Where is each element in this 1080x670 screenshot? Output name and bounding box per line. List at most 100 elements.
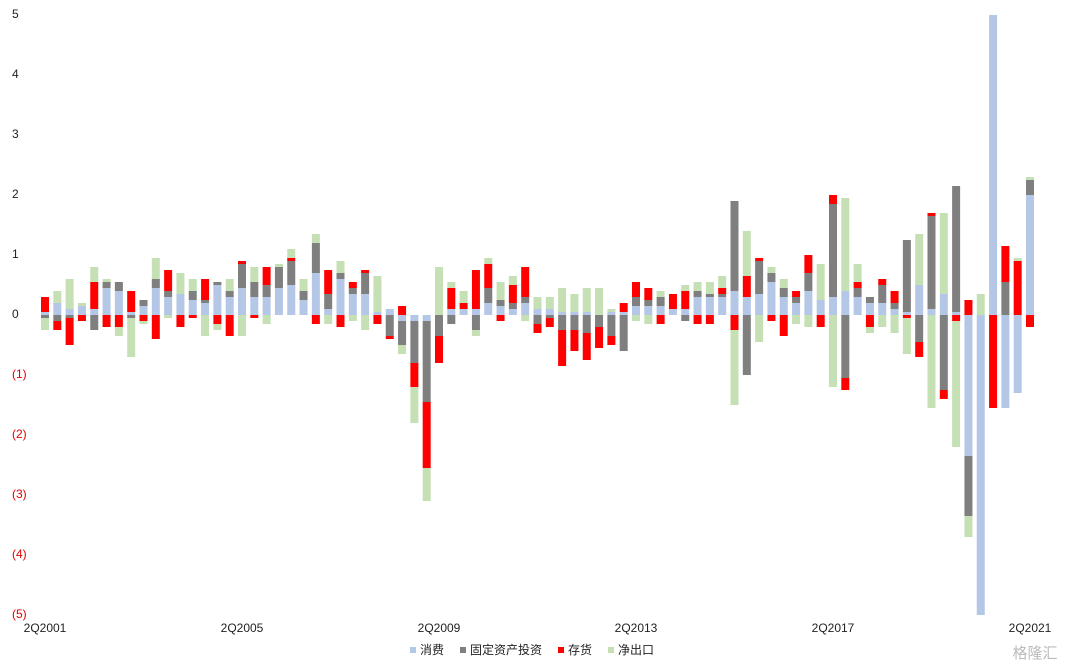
bar [324,309,333,315]
bar [841,198,850,291]
bar [250,315,259,318]
bar [65,279,74,309]
legend-swatch [608,647,614,653]
bar [336,315,345,327]
bar [558,330,567,366]
bar [989,315,998,408]
bar [902,240,911,312]
bar [792,291,801,297]
bar [718,288,727,294]
legend-swatch [410,647,416,653]
bar [398,315,407,321]
bar [311,234,320,243]
bar [238,264,246,288]
bar [336,273,345,279]
bar [90,315,99,330]
x-tick-label: 2Q2021 [1009,621,1052,635]
y-tick-label: 3 [12,127,19,141]
bar [1026,195,1034,315]
bar [435,336,443,363]
bar [484,258,493,264]
bar [816,300,825,315]
bar [53,291,62,303]
bar [250,282,259,297]
bar [447,315,456,324]
bar [151,315,160,339]
bar [656,306,665,315]
bar [471,309,480,315]
bar [65,309,74,315]
bar [361,270,370,273]
bar [607,336,616,345]
bar [755,315,764,342]
bar [730,330,739,405]
bar [853,264,862,282]
bar [102,315,111,327]
bar [767,282,776,315]
bar [90,282,99,309]
bar [508,309,517,315]
bar [865,303,874,315]
bar [484,288,493,303]
bar [829,204,837,297]
bar [865,327,874,333]
bar [398,345,407,354]
bar [496,315,505,321]
bar [730,315,739,330]
bar [311,315,320,324]
bar [102,279,111,282]
bar [238,315,246,336]
bar [471,315,480,330]
bar [582,315,591,333]
y-tick-label: (2) [12,427,27,441]
bar [164,291,173,297]
bar [1001,315,1010,408]
y-tick-label: 5 [12,7,19,21]
bar [853,288,862,297]
legend-swatch [460,647,466,653]
bar [213,315,222,324]
bar [939,390,948,399]
bar [311,273,320,315]
bar [65,315,74,318]
bar [952,315,961,321]
bar [385,315,394,336]
bar [139,315,148,321]
bar [410,321,419,363]
bar [176,273,185,294]
bar [915,285,924,315]
y-tick-label: 1 [12,247,19,261]
bar [533,297,542,309]
bar [274,267,283,288]
bar [41,318,49,330]
bar [693,315,702,324]
bar [102,282,111,288]
bar [508,285,517,303]
bar [77,306,86,315]
bar [976,294,985,315]
bar [952,186,961,312]
bar [668,309,677,315]
bar [779,288,788,297]
bar [127,291,136,312]
bar [65,318,74,345]
bar [619,303,628,312]
bar [779,315,788,336]
bar [471,330,480,336]
legend-label: 存货 [568,642,592,657]
bar [213,285,222,315]
bar [558,312,567,315]
bar [1026,315,1034,327]
bar [459,303,468,309]
bar [767,315,776,321]
bar [644,306,653,315]
y-tick-label: 2 [12,187,19,201]
bar [619,315,628,351]
bar [841,378,850,390]
bar [188,315,197,318]
bar [164,315,173,318]
bar [201,279,210,300]
bar [41,315,49,318]
